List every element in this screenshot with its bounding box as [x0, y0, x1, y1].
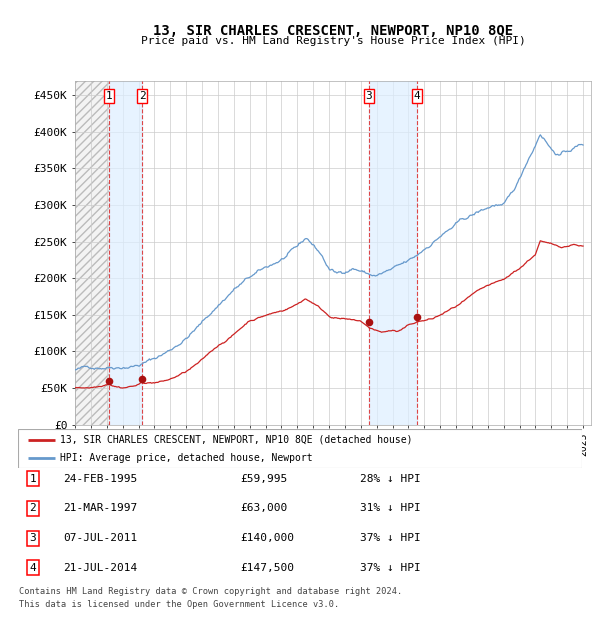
Text: 3: 3: [365, 91, 372, 101]
Text: 2: 2: [29, 503, 37, 513]
Text: £59,995: £59,995: [240, 474, 287, 484]
Text: 24-FEB-1995: 24-FEB-1995: [63, 474, 137, 484]
Text: 13, SIR CHARLES CRESCENT, NEWPORT, NP10 8QE: 13, SIR CHARLES CRESCENT, NEWPORT, NP10 …: [153, 24, 513, 38]
Text: 4: 4: [414, 91, 421, 101]
Text: 1: 1: [29, 474, 37, 484]
Text: HPI: Average price, detached house, Newport: HPI: Average price, detached house, Newp…: [60, 453, 313, 463]
Text: 28% ↓ HPI: 28% ↓ HPI: [360, 474, 421, 484]
Text: 37% ↓ HPI: 37% ↓ HPI: [360, 563, 421, 573]
Text: 07-JUL-2011: 07-JUL-2011: [63, 533, 137, 543]
Bar: [75, 81, 109, 425]
Text: £147,500: £147,500: [240, 563, 294, 573]
Bar: [369, 81, 417, 425]
Text: This data is licensed under the Open Government Licence v3.0.: This data is licensed under the Open Gov…: [19, 600, 340, 609]
Text: 2: 2: [139, 91, 145, 101]
Bar: [75, 81, 109, 425]
Text: £140,000: £140,000: [240, 533, 294, 543]
Text: 3: 3: [29, 533, 37, 543]
Bar: [109, 81, 142, 425]
Text: Contains HM Land Registry data © Crown copyright and database right 2024.: Contains HM Land Registry data © Crown c…: [19, 587, 403, 596]
Text: 4: 4: [29, 563, 37, 573]
Text: Price paid vs. HM Land Registry's House Price Index (HPI): Price paid vs. HM Land Registry's House …: [140, 36, 526, 46]
Text: 21-MAR-1997: 21-MAR-1997: [63, 503, 137, 513]
Text: 1: 1: [106, 91, 112, 101]
Text: £63,000: £63,000: [240, 503, 287, 513]
Text: 31% ↓ HPI: 31% ↓ HPI: [360, 503, 421, 513]
Text: 37% ↓ HPI: 37% ↓ HPI: [360, 533, 421, 543]
Text: 13, SIR CHARLES CRESCENT, NEWPORT, NP10 8QE (detached house): 13, SIR CHARLES CRESCENT, NEWPORT, NP10 …: [60, 435, 413, 445]
Text: 21-JUL-2014: 21-JUL-2014: [63, 563, 137, 573]
